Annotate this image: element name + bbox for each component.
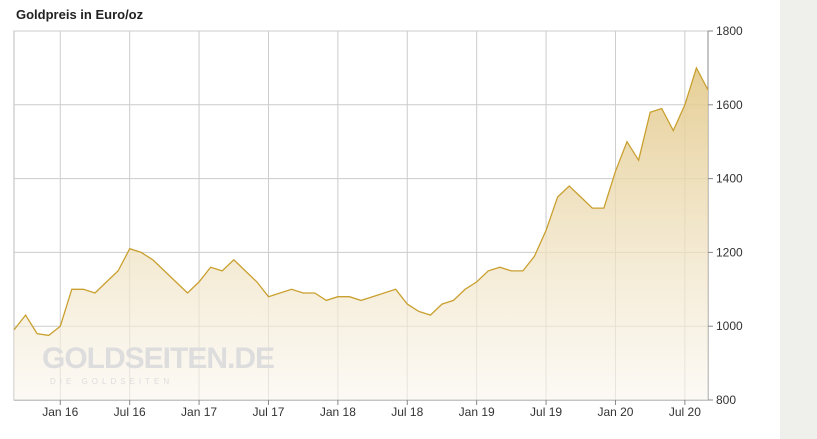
y-tick-label: 1200 [716,245,743,259]
area [14,67,708,401]
watermark: GOLDSEITEN.DE [42,342,274,375]
y-tick-label: 1400 [716,172,743,186]
x-tick-label: Jan 20 [597,405,633,419]
y-tick-label: 1600 [716,98,743,112]
x-tick-label: Jul 20 [669,405,701,419]
x-tick-label: Jul 19 [530,405,562,419]
line [13,66,709,337]
chart: Goldpreis in Euro/oz 800 1000 1200 1400 1600… [13,7,743,419]
x-tick-label: Jan 16 [42,405,78,419]
y-tick-label: 1000 [716,319,743,333]
y-tick-label: 800 [716,393,736,407]
y-tick-label: 1800 [716,24,743,38]
watermark-sub: DIE GOLDSEITEN [50,377,173,386]
x-tick-label: Jan 18 [320,405,356,419]
x-tick-label: Jul 16 [114,405,146,419]
x-tick-label: Jul 18 [391,405,423,419]
side-panel [780,0,817,439]
x-tick-label: Jan 17 [181,405,217,419]
x-tick-label: Jan 19 [459,405,495,419]
chart-title: Goldpreis in Euro/oz [16,7,144,22]
x-tick-label: Jul 17 [252,405,284,419]
